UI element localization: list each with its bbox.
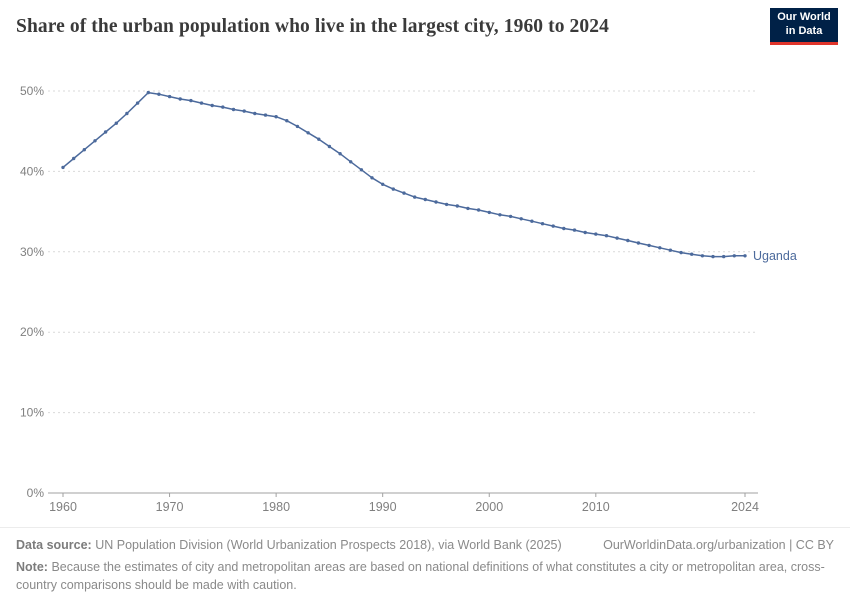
data-point[interactable]	[690, 252, 694, 256]
data-point[interactable]	[679, 250, 683, 255]
data-point[interactable]	[370, 176, 374, 180]
x-tick-label: 1970	[156, 500, 184, 514]
data-point[interactable]	[530, 219, 534, 223]
data-point[interactable]	[711, 254, 715, 259]
data-point[interactable]	[61, 165, 65, 170]
data-point[interactable]	[135, 101, 140, 105]
series-end-label[interactable]: Uganda	[753, 249, 797, 263]
data-source-text: UN Population Division (World Urbanizati…	[95, 538, 562, 552]
data-point[interactable]	[636, 241, 641, 245]
note-text: Because the estimates of city and metrop…	[16, 560, 825, 593]
y-tick-label: 20%	[20, 325, 44, 339]
data-point[interactable]	[338, 152, 342, 156]
data-point[interactable]	[285, 119, 289, 123]
data-point[interactable]	[455, 204, 459, 208]
data-point[interactable]	[615, 236, 619, 240]
data-point[interactable]	[700, 254, 705, 258]
owid-logo-line1: Our World	[777, 11, 831, 24]
data-point[interactable]	[562, 226, 566, 231]
data-point[interactable]	[178, 97, 182, 101]
data-point[interactable]	[476, 208, 481, 212]
data-point[interactable]	[647, 243, 651, 248]
data-point[interactable]	[317, 137, 321, 141]
data-point[interactable]	[540, 222, 545, 226]
y-tick-label: 50%	[20, 84, 44, 98]
data-point[interactable]	[210, 103, 214, 108]
data-point[interactable]	[295, 124, 300, 129]
data-point[interactable]	[743, 254, 747, 258]
data-point[interactable]	[157, 92, 161, 96]
data-point[interactable]	[199, 101, 204, 105]
y-tick-label: 0%	[27, 486, 45, 500]
chart-area: 0% 10% 20% 30% 40% 50% 1960 1970 1980 1990 2000 201…	[0, 76, 850, 524]
data-point[interactable]	[572, 228, 577, 232]
data-point[interactable]	[423, 197, 427, 202]
data-point[interactable]	[498, 213, 502, 217]
note-label: Note:	[16, 560, 48, 575]
data-point[interactable]	[466, 206, 470, 211]
data-point[interactable]	[444, 202, 449, 207]
page-title: Share of the urban population who live i…	[16, 16, 609, 37]
data-point[interactable]	[732, 254, 736, 258]
data-point[interactable]	[551, 224, 555, 228]
data-point[interactable]	[263, 113, 268, 117]
data-point[interactable]	[391, 187, 395, 191]
data-point[interactable]	[72, 156, 76, 161]
data-point[interactable]	[604, 234, 609, 238]
data-point[interactable]	[658, 246, 662, 250]
data-point[interactable]	[402, 191, 406, 195]
data-point[interactable]	[594, 232, 598, 236]
data-point[interactable]	[93, 139, 97, 143]
data-point[interactable]	[327, 144, 332, 149]
y-tick-label: 40%	[20, 164, 44, 178]
note-line: Note: Because the estimates of city and …	[16, 558, 834, 594]
license-link[interactable]: OurWorldinData.org/urbanization | CC BY	[603, 538, 834, 552]
data-point[interactable]	[359, 168, 364, 172]
data-point[interactable]	[413, 195, 417, 199]
data-point[interactable]	[114, 121, 119, 125]
chart-footer: Data source: UN Population Division (Wor…	[0, 527, 850, 600]
x-tick-label: 1960	[49, 500, 77, 514]
data-point[interactable]	[434, 200, 438, 204]
x-tick-label: 2010	[582, 500, 610, 514]
x-tick-label: 1980	[262, 500, 290, 514]
data-source-line: Data source: UN Population Division (Wor…	[16, 536, 562, 554]
chart-canvas: 0% 10% 20% 30% 40% 50% 1960 1970 1980 1990 2000 201…	[20, 84, 797, 514]
data-source-label: Data source:	[16, 538, 92, 552]
data-point[interactable]	[381, 182, 385, 186]
data-point[interactable]	[253, 111, 257, 116]
data-point[interactable]	[231, 107, 236, 112]
y-tick-label: 10%	[20, 406, 44, 420]
owid-logo[interactable]: Our World in Data	[770, 8, 838, 45]
data-point[interactable]	[82, 148, 87, 152]
x-tick-label: 1990	[369, 500, 397, 514]
data-point[interactable]	[519, 217, 523, 221]
data-point[interactable]	[306, 131, 310, 135]
x-tick-label: 2024	[731, 500, 759, 514]
data-point[interactable]	[189, 98, 193, 103]
data-point[interactable]	[487, 210, 491, 215]
data-point[interactable]	[583, 230, 587, 235]
x-tick-label: 2000	[475, 500, 503, 514]
data-point[interactable]	[146, 90, 150, 95]
data-point[interactable]	[125, 111, 129, 116]
data-point[interactable]	[508, 214, 513, 219]
data-line[interactable]	[62, 91, 745, 258]
data-point[interactable]	[242, 109, 246, 113]
data-point[interactable]	[349, 160, 353, 164]
data-point[interactable]	[626, 238, 630, 243]
data-point[interactable]	[722, 254, 726, 259]
data-point[interactable]	[221, 105, 225, 109]
data-point[interactable]	[103, 130, 108, 134]
y-tick-label: 30%	[20, 245, 44, 259]
data-point[interactable]	[668, 248, 673, 252]
data-point[interactable]	[274, 115, 278, 119]
owid-logo-line2: in Data	[785, 25, 823, 37]
data-point[interactable]	[167, 94, 172, 99]
